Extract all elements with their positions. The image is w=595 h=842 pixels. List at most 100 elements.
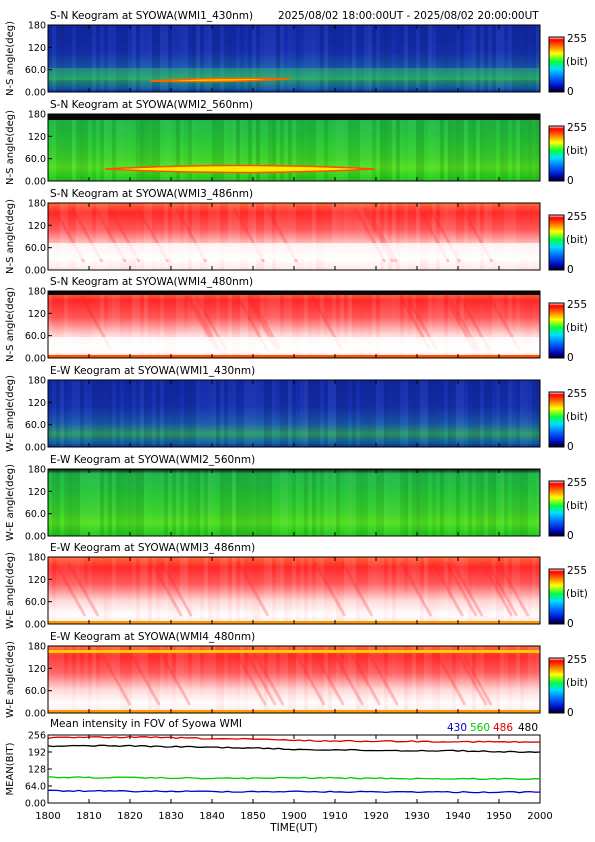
texture-stripe — [320, 469, 324, 536]
texture-stripe — [72, 380, 76, 447]
texture-stripe — [96, 203, 100, 270]
texture-stripe — [48, 25, 52, 92]
texture-stripe — [452, 25, 456, 92]
texture-stripe — [128, 557, 132, 624]
texture-stripe — [88, 203, 92, 270]
texture-stripe — [56, 469, 60, 536]
texture-stripe — [124, 469, 128, 536]
texture-stripe — [60, 114, 64, 181]
texture-stripe — [324, 557, 328, 624]
texture-stripe — [200, 25, 204, 92]
texture-stripe — [484, 380, 488, 447]
texture-stripe — [60, 25, 64, 92]
texture-stripe — [212, 114, 216, 181]
texture-stripe — [316, 557, 320, 624]
chart-title: Mean intensity in FOV of Syowa WMI — [50, 718, 242, 730]
texture-stripe — [352, 380, 356, 447]
texture-stripe — [72, 469, 76, 536]
texture-stripe — [344, 469, 348, 536]
texture-stripe — [316, 25, 320, 92]
texture-stripe — [388, 291, 392, 358]
texture-stripe — [116, 25, 120, 92]
time-range: 2025/08/02 18:00:00UT - 2025/08/02 20:00… — [278, 10, 539, 22]
texture-stripe — [436, 291, 440, 358]
colorbar-unit-label: (bit) — [566, 145, 588, 157]
texture-stripe — [208, 557, 212, 624]
texture-stripe — [212, 380, 216, 447]
texture-stripe — [412, 557, 416, 624]
y-tick-label: 60.0 — [25, 331, 46, 342]
texture-stripe — [168, 114, 172, 181]
texture-stripe — [128, 203, 132, 270]
keogram-title: E-W Keogram at SYOWA(WMI3_486nm) — [50, 542, 255, 554]
texture-stripe — [92, 380, 96, 447]
texture-stripe — [428, 380, 432, 447]
texture-stripe — [276, 380, 280, 447]
texture-stripe — [384, 114, 388, 181]
texture-stripe — [148, 114, 152, 181]
texture-stripe — [236, 291, 240, 358]
texture-stripe — [252, 25, 256, 92]
streak — [366, 650, 399, 706]
texture-stripe — [288, 114, 292, 181]
texture-stripe — [68, 646, 72, 713]
texture-stripe — [48, 646, 52, 713]
texture-stripe — [88, 114, 92, 181]
texture-stripe — [72, 114, 76, 181]
texture-stripe — [116, 380, 120, 447]
texture-stripe — [380, 114, 384, 181]
texture-stripe — [276, 25, 280, 92]
texture-stripe — [328, 646, 332, 713]
texture-stripe — [416, 646, 420, 713]
texture-stripe — [412, 114, 416, 181]
texture-stripe — [460, 380, 464, 447]
texture-stripe — [452, 114, 456, 181]
texture-stripe — [524, 469, 528, 536]
texture-stripe — [280, 25, 284, 92]
texture-stripe — [416, 25, 420, 92]
texture-stripe — [520, 646, 524, 713]
y-axis-label: W-E angle(deg) — [5, 641, 16, 718]
keogram-texture — [56, 114, 540, 181]
texture-stripe — [152, 646, 156, 713]
texture-stripe — [236, 557, 240, 624]
texture-stripe — [360, 114, 364, 181]
texture-stripe — [72, 25, 76, 92]
texture-stripe — [332, 291, 336, 358]
streak — [150, 561, 183, 617]
texture-stripe — [220, 469, 224, 536]
texture-stripe — [256, 380, 260, 447]
texture-stripe — [324, 380, 328, 447]
texture-stripe — [72, 557, 76, 624]
texture-stripe — [152, 380, 156, 447]
texture-stripe — [492, 25, 496, 92]
texture-stripe — [228, 557, 232, 624]
texture-stripe — [64, 557, 68, 624]
streak — [455, 650, 488, 706]
texture-stripe — [392, 380, 396, 447]
texture-stripe — [128, 469, 132, 536]
y-tick-label: 180 — [28, 376, 46, 387]
texture-stripe — [184, 25, 188, 92]
texture-stripe — [424, 203, 428, 270]
x-tick-label: 1810 — [76, 811, 101, 822]
texture-stripe — [324, 25, 328, 92]
texture-stripe — [148, 469, 152, 536]
texture-stripe — [292, 469, 296, 536]
texture-stripe — [364, 25, 368, 92]
texture-stripe — [216, 25, 220, 92]
texture-stripe — [400, 203, 404, 270]
texture-stripe — [144, 291, 148, 358]
texture-stripe — [508, 469, 512, 536]
texture-stripe — [176, 291, 180, 358]
texture-stripe — [376, 114, 380, 181]
y-axis-label: N-S angle(deg) — [5, 287, 16, 362]
y-tick-label: 256 — [28, 731, 46, 742]
streak — [158, 650, 192, 706]
texture-stripe — [52, 469, 56, 536]
texture-stripe — [508, 291, 512, 358]
streak — [348, 650, 382, 706]
texture-stripe — [156, 646, 160, 713]
texture-stripe — [228, 203, 232, 270]
keogram-texture — [48, 557, 536, 624]
